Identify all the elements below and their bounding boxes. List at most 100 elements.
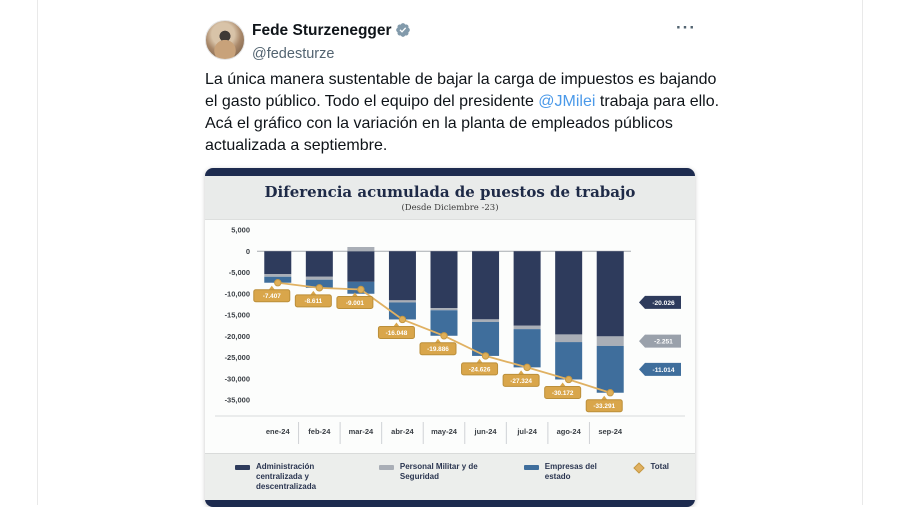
total-marker: [481, 352, 490, 360]
bar-segment: [513, 329, 541, 368]
x-axis-label: abr-24: [391, 427, 414, 436]
bar-segment: [555, 334, 583, 343]
total-label-text: -30.172: [552, 390, 574, 397]
total-label-text: -16.048: [386, 330, 408, 337]
total-label-text: -9.001: [346, 300, 365, 307]
bar-segment: [305, 279, 333, 288]
author-handle[interactable]: @fedesturze: [252, 46, 335, 62]
bar-segment: [555, 342, 583, 380]
chart-bottom-bar: [205, 500, 695, 507]
legend-total-diamond-icon: [633, 462, 646, 474]
y-axis-tick: -25,000: [225, 353, 250, 362]
end-label-badge: [639, 362, 681, 376]
bar-segment: [513, 251, 541, 326]
total-label-pointer: [393, 322, 400, 327]
end-label-text: -2.251: [654, 339, 673, 346]
end-label-text: -11.014: [653, 367, 675, 374]
y-axis-tick: -10,000: [225, 289, 250, 298]
total-label-text: -27.324: [510, 378, 532, 385]
total-label-text: -19.886: [427, 346, 449, 353]
end-label-text: -20.026: [652, 300, 675, 307]
tweet-text-part2: trabaja para ello. Acá el gráfico con la…: [205, 93, 720, 154]
mention-link[interactable]: @JMilei: [538, 93, 596, 110]
y-axis-tick: 0: [246, 247, 250, 256]
chart-top-bar: [205, 168, 695, 176]
total-label-pointer: [559, 382, 566, 387]
more-options-button[interactable]: ···: [676, 18, 696, 37]
bar-segment: [513, 325, 541, 330]
x-axis-label: ene-24: [266, 427, 291, 436]
total-label-text: -33.291: [593, 403, 615, 410]
page-edge-line-right: [862, 0, 863, 505]
total-marker: [315, 284, 324, 292]
bar-segment: [430, 308, 458, 311]
total-marker: [357, 285, 365, 294]
total-marker: [398, 315, 407, 324]
total-marker: [564, 375, 573, 384]
chart-title: Diferencia acumulada de puestos de traba…: [264, 183, 636, 201]
bar-segment: [596, 336, 624, 346]
tweet-media-chart[interactable]: Diferencia acumulada de puestos de traba…: [205, 168, 695, 507]
x-axis-label: ago-24: [557, 427, 582, 436]
bar-segment: [305, 276, 333, 280]
total-label-badge: [502, 373, 540, 387]
x-axis-label: feb-24: [308, 427, 331, 436]
legend-label: Personal Militar y de Seguridad: [399, 462, 478, 481]
total-label-text: -8.611: [304, 298, 322, 305]
legend-item: Administración centralizada y descentral…: [235, 462, 353, 492]
legend-label: Administración centralizada y descentral…: [256, 462, 317, 491]
total-label-badge: [461, 362, 499, 376]
x-axis-label: mar-24: [349, 427, 374, 436]
x-axis-label: sep-24: [598, 427, 623, 436]
total-marker: [523, 363, 531, 372]
bar-segment: [305, 251, 333, 277]
total-label-pointer: [518, 370, 525, 375]
total-marker: [440, 332, 448, 340]
bar-segment: [596, 251, 624, 337]
total-marker: [606, 389, 614, 397]
legend-label: Empresas del estado: [544, 462, 597, 481]
bar-segment: [596, 345, 624, 393]
total-label-pointer: [310, 290, 317, 295]
total-label-pointer: [351, 292, 358, 297]
total-label-badge: [585, 399, 623, 413]
y-axis-tick: -15,000: [225, 311, 250, 320]
bar-segment: [264, 274, 292, 277]
page-edge-line-left: [37, 0, 38, 505]
bar-segment: [347, 251, 375, 282]
chart-legend: Administración centralizada y descentral…: [205, 453, 695, 500]
bar-segment: [388, 300, 416, 303]
total-label-text: -24.626: [469, 366, 491, 373]
legend-swatch-icon: [523, 465, 539, 470]
author-block: Fede Sturzenegger @fedesturze: [252, 21, 411, 63]
total-label-pointer: [268, 285, 275, 290]
y-axis-tick: -20,000: [225, 332, 250, 341]
bar-segment: [430, 251, 458, 309]
avatar[interactable]: [205, 20, 245, 60]
bar-segment: [347, 247, 375, 252]
total-label-pointer: [435, 338, 441, 343]
total-label-pointer: [601, 395, 608, 400]
total-label-badge: [419, 342, 457, 356]
y-axis-tick: -5,000: [229, 268, 250, 277]
legend-swatch-icon: [235, 465, 250, 470]
x-axis-label: may-24: [431, 427, 458, 436]
bar-segment: [555, 251, 583, 335]
bar-segment: [472, 319, 500, 322]
tweet-text-part1: La única manera sustentable de bajar la …: [205, 71, 717, 110]
total-label-text: -7.407: [263, 293, 282, 300]
y-axis-tick: -35,000: [225, 396, 250, 405]
y-axis-tick: 5,000: [231, 226, 250, 235]
bar-segment: [388, 251, 416, 301]
tweet-text: La única manera sustentable de bajar la …: [205, 69, 721, 157]
legend-label: Total: [650, 462, 669, 471]
chart-header: Diferencia acumulada de puestos de traba…: [205, 176, 695, 220]
y-axis-tick: -30,000: [225, 374, 250, 383]
bar-segment: [264, 251, 292, 275]
total-label-badge: [377, 325, 415, 339]
total-label-pointer: [476, 358, 483, 363]
legend-swatch-icon: [378, 465, 394, 470]
bar-segment: [472, 251, 500, 320]
author-name[interactable]: Fede Sturzenegger: [252, 22, 392, 39]
total-label-badge: [544, 385, 582, 399]
